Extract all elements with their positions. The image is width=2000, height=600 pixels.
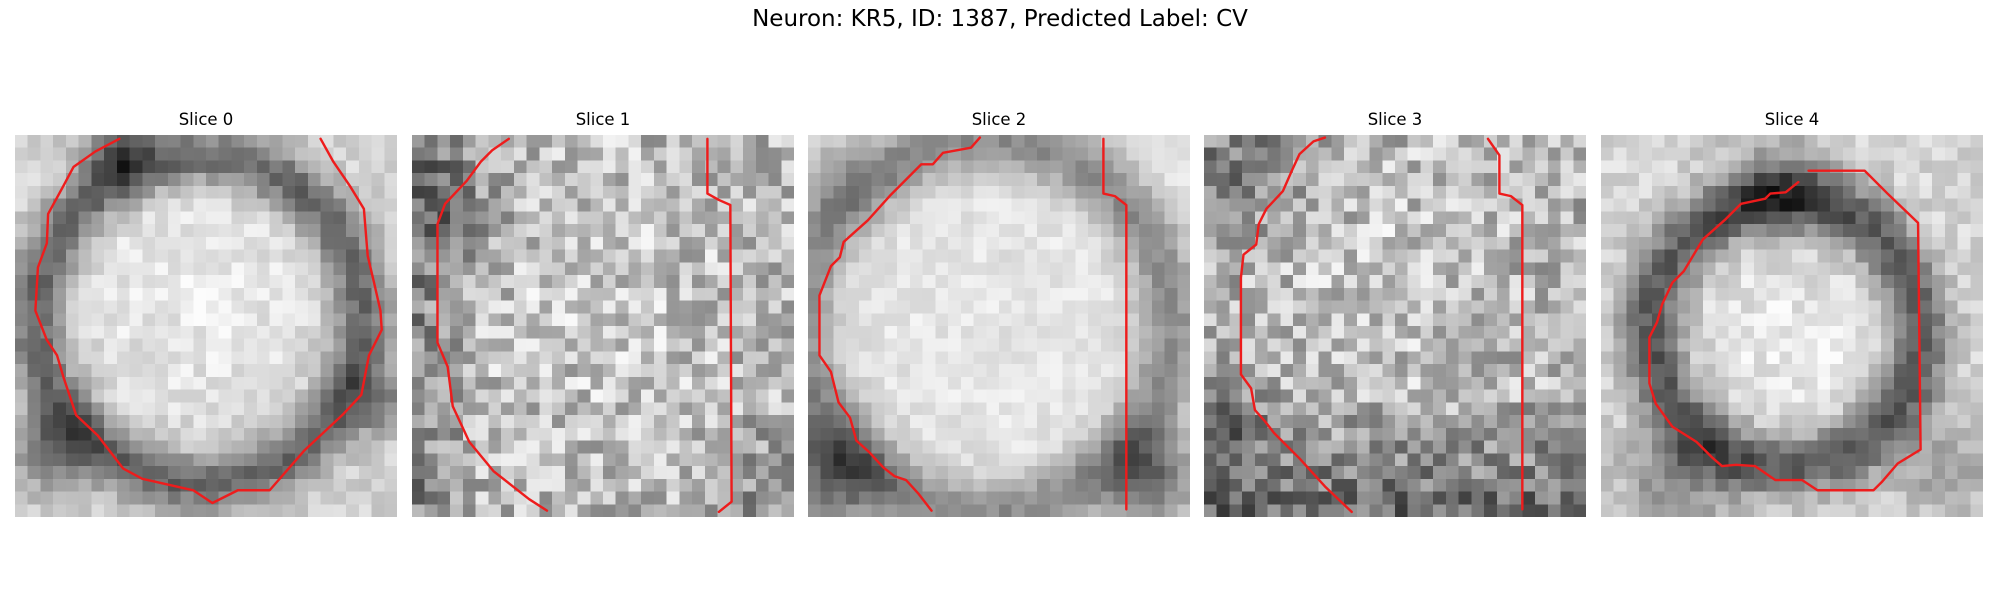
- slice-0-image: [15, 135, 397, 517]
- slice-4-image: [1601, 135, 1983, 517]
- slice-4-panel: [1601, 135, 1983, 517]
- slice-2-title: Slice 2: [971, 110, 1027, 129]
- slice-0-panel: [15, 135, 397, 517]
- slice-2-contour-right: [1102, 137, 1128, 511]
- slice-0-title: Slice 0: [178, 110, 234, 129]
- slice-4-title: Slice 4: [1764, 110, 1820, 129]
- slice-1-image: [412, 135, 794, 517]
- slice-3-contour-right: [1486, 137, 1524, 511]
- slice-2-contour: [818, 136, 982, 512]
- slice-1-contour: [436, 137, 549, 512]
- slice-2-image: [808, 135, 1190, 517]
- slice-3-title: Slice 3: [1367, 110, 1423, 129]
- slice-1-panel: [412, 135, 794, 517]
- slice-3-image: [1204, 135, 1586, 517]
- slice-2-panel: [808, 135, 1190, 517]
- slice-3-contour: [1239, 136, 1353, 514]
- slice-4-contour: [1648, 169, 1922, 492]
- slice-3-panel: [1204, 135, 1586, 517]
- slice-1-title: Slice 1: [575, 110, 631, 129]
- figure-title: Neuron: KR5, ID: 1387, Predicted Label: …: [752, 6, 1248, 32]
- slice-0-contour: [34, 137, 383, 505]
- slice-1-contour-right: [706, 137, 733, 514]
